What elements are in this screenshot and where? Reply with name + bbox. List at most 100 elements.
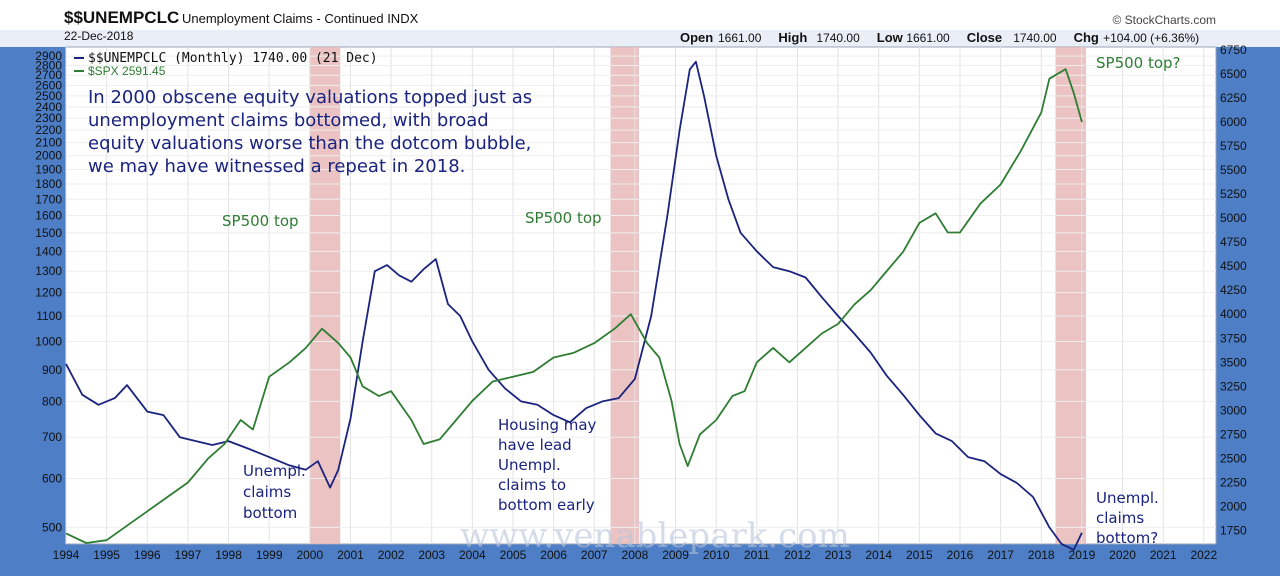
x-tick-label: 2020 — [1109, 548, 1136, 562]
x-tick-label: 1994 — [53, 548, 80, 562]
x-tick-label: 2005 — [500, 548, 527, 562]
quote-value-close: 1740.00 — [1013, 31, 1057, 45]
quote-value-high: 1740.00 — [816, 31, 860, 45]
right-tick-label: 6000 — [1220, 115, 1247, 129]
legend-unemp: $$UNEMPCLC (Monthly) 1740.00 (21 Dec) — [88, 51, 378, 66]
x-tick-label: 2018 — [1028, 548, 1055, 562]
right-tick-label: 3250 — [1220, 379, 1247, 393]
right-tick-label: 3750 — [1220, 331, 1247, 345]
series-line-spx — [65, 68, 1083, 544]
legend-spx: $SPX 2591.45 — [88, 64, 166, 78]
unempl-bottom-2000: claims — [243, 483, 291, 501]
quote-label-chg: Chg — [1074, 30, 1099, 45]
quote-value-chg: +104.00 (+6.36%) — [1103, 31, 1199, 45]
unempl-bottom-2018: Unempl. — [1096, 489, 1159, 507]
housing-note: Unempl. — [498, 456, 561, 474]
x-tick-label: 2011 — [744, 548, 770, 562]
quote-label-open: Open — [680, 30, 713, 45]
series-line-unempclc — [65, 60, 1083, 551]
housing-note: Housing may — [498, 416, 597, 434]
symbol-label: $$UNEMPCLC — [64, 8, 179, 27]
x-tick-label: 2022 — [1190, 548, 1217, 562]
x-tick-label: 2003 — [418, 548, 445, 562]
source-label: © StockCharts.com — [1112, 13, 1216, 27]
x-tick-label: 2007 — [581, 548, 608, 562]
right-tick-label: 4250 — [1220, 283, 1247, 297]
watermark: www.venablepark.com — [460, 516, 850, 556]
quote-label-high: High — [778, 30, 807, 45]
x-tick-label: 2010 — [703, 548, 730, 562]
left-tick-label: 2000 — [35, 149, 62, 163]
x-tick-label: 2002 — [378, 548, 405, 562]
x-tick-label: 2008 — [622, 548, 649, 562]
x-tick-label: 2016 — [947, 548, 974, 562]
x-tick-label: 2013 — [825, 548, 852, 562]
left-tick-label: 1000 — [35, 335, 62, 349]
right-tick-label: 4500 — [1220, 259, 1247, 273]
right-tick-label: 3500 — [1220, 355, 1247, 369]
x-tick-label: 2006 — [540, 548, 567, 562]
right-tick-label: 5250 — [1220, 187, 1247, 201]
left-tick-label: 1500 — [35, 226, 62, 240]
housing-note: have lead — [498, 436, 572, 454]
right-tick-label: 5000 — [1220, 211, 1247, 225]
left-tick-label: 700 — [42, 430, 62, 444]
x-tick-label: 2009 — [662, 548, 689, 562]
left-tick-label: 2800 — [35, 58, 62, 72]
x-tick-label: 1996 — [134, 548, 161, 562]
housing-note: bottom early — [498, 496, 595, 514]
quote-label-close: Close — [967, 30, 1002, 45]
x-tick-label: 2019 — [1069, 548, 1096, 562]
left-tick-label: 1800 — [35, 177, 62, 191]
x-tick-label: 2021 — [1150, 548, 1177, 562]
left-tick-label: 2400 — [35, 100, 62, 114]
x-tick-label: 1999 — [256, 548, 283, 562]
unempl-bottom-2000: Unempl. — [243, 462, 306, 480]
left-tick-label: 800 — [42, 394, 62, 408]
right-tick-label: 2250 — [1220, 475, 1247, 489]
x-tick-label: 2001 — [337, 548, 364, 562]
x-tick-label: 2012 — [784, 548, 811, 562]
sp500-top-2007: SP500 top — [525, 209, 602, 227]
quote-value-low: 1661.00 — [906, 31, 950, 45]
right-tick-label: 1750 — [1220, 524, 1247, 538]
sp500-top-2018: SP500 top? — [1096, 54, 1181, 72]
left-tick-label: 2500 — [35, 89, 62, 103]
x-tick-label: 1997 — [175, 548, 202, 562]
left-tick-label: 1100 — [36, 309, 62, 323]
right-tick-label: 2000 — [1220, 500, 1247, 514]
housing-note: claims to — [498, 476, 566, 494]
right-tick-label: 2750 — [1220, 427, 1247, 441]
description-label: Unemployment Claims - Continued INDX — [182, 11, 419, 26]
x-tick-label: 1998 — [215, 548, 242, 562]
right-tick-label: 3000 — [1220, 403, 1247, 417]
x-tick-label: 1995 — [93, 548, 120, 562]
right-tick-label: 6250 — [1220, 91, 1247, 105]
left-tick-label: 1300 — [35, 264, 62, 278]
x-tick-label: 2017 — [987, 548, 1014, 562]
right-tick-label: 6750 — [1220, 43, 1247, 57]
right-tick-label: 4750 — [1220, 235, 1247, 249]
unempl-bottom-2000: bottom — [243, 504, 297, 522]
right-tick-label: 5750 — [1220, 139, 1247, 153]
right-tick-label: 6500 — [1220, 67, 1247, 81]
main-annotation-line: equity valuations worse than the dotcom … — [88, 133, 531, 154]
left-tick-label: 600 — [42, 472, 62, 486]
unempl-bottom-2018: claims — [1096, 509, 1144, 527]
left-tick-label: 1700 — [35, 192, 62, 206]
left-tick-label: 1400 — [35, 244, 62, 258]
main-annotation-line: unemployment claims bottomed, with broad — [88, 110, 489, 131]
left-tick-label: 2600 — [35, 78, 62, 92]
header-quote-band — [0, 30, 1280, 47]
left-tick-label: 1900 — [35, 162, 62, 176]
x-tick-label: 2000 — [296, 548, 323, 562]
quote-label-low: Low — [877, 30, 904, 45]
left-tick-label: 900 — [42, 363, 62, 377]
left-tick-label: 2100 — [35, 136, 62, 150]
left-tick-label: 1600 — [35, 209, 62, 223]
left-tick-label: 2900 — [35, 49, 62, 63]
left-tick-label: 2700 — [35, 68, 62, 82]
quote-value-open: 1661.00 — [718, 31, 762, 45]
